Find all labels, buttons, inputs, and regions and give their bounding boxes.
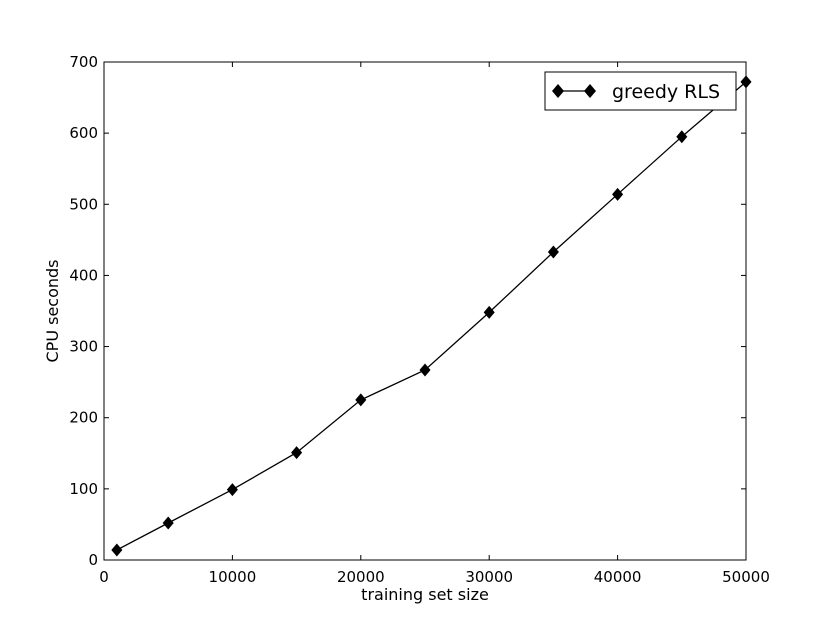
- legend-marker-right: [584, 84, 596, 98]
- x-axis-label: training set size: [361, 585, 489, 604]
- legend-marker-left: [552, 84, 564, 98]
- y-tick-label: 0: [88, 551, 98, 569]
- y-axis-label: CPU seconds: [43, 259, 62, 362]
- y-tick-label: 200: [69, 409, 98, 427]
- legend-label: greedy RLS: [612, 81, 720, 103]
- x-tick-label: 10000: [209, 568, 257, 586]
- data-point: [226, 483, 238, 497]
- y-tick-label: 700: [69, 53, 98, 71]
- x-tick-label: 40000: [594, 568, 642, 586]
- plot-frame: [103, 61, 747, 561]
- data-point: [612, 187, 624, 201]
- plot-area: [103, 61, 752, 561]
- x-tick-label: 0: [99, 568, 109, 586]
- data-point: [740, 75, 752, 89]
- legend: greedy RLS: [544, 71, 737, 111]
- y-tick-label: 300: [69, 338, 98, 356]
- y-tick-label: 500: [69, 195, 98, 213]
- data-point: [676, 130, 688, 144]
- data-point: [355, 393, 367, 407]
- data-point: [162, 516, 174, 530]
- y-tick-label: 400: [69, 266, 98, 284]
- axis-ticks: 0 10000 20000 30000 40000 50000 0 100 200 300 400 5…: [69, 53, 770, 586]
- x-tick-label: 30000: [465, 568, 513, 586]
- data-point: [419, 363, 431, 377]
- x-tick-label: 20000: [337, 568, 385, 586]
- data-point: [111, 543, 123, 557]
- y-tick-label: 100: [69, 480, 98, 498]
- y-tick-label: 600: [69, 124, 98, 142]
- x-tick-label: 50000: [722, 568, 770, 586]
- data-point: [547, 245, 559, 259]
- data-point: [291, 446, 303, 460]
- data-point: [483, 305, 495, 319]
- series-line: [116, 81, 747, 551]
